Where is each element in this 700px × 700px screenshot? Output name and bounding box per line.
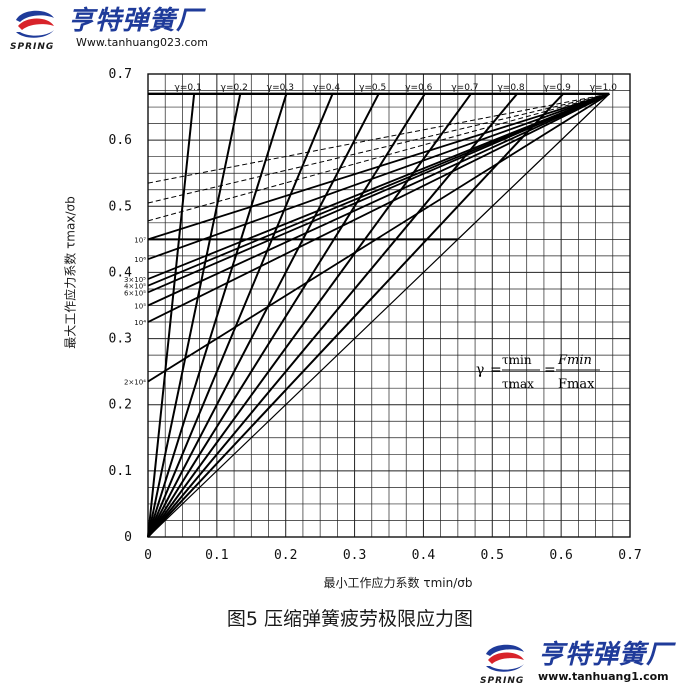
gamma-line-10	[147, 238, 459, 538]
footer-brand-en: SPRING	[480, 676, 525, 686]
header-logo: SPRING 亨特弹簧厂 Www.tanhuang023.com	[8, 6, 208, 52]
gamma-formula: γ = τmin τmax = Fmin Fmax	[476, 344, 616, 408]
gamma-label-9: γ=0.9	[544, 83, 571, 93]
y-tick-label: 0.6	[109, 133, 132, 148]
y-tick-label: 0	[124, 530, 132, 545]
gamma-line-4	[147, 93, 334, 538]
spring-logo-icon: SPRING	[8, 6, 62, 52]
cycle-label-6: 10⁵	[134, 303, 146, 311]
gamma-line-7	[147, 93, 472, 538]
dashed-cycle-lines	[147, 93, 610, 222]
x-tick-label: 0.2	[274, 548, 297, 563]
cycle-line-2	[147, 92, 610, 261]
gamma-label-1: γ=0.1	[175, 83, 202, 93]
gamma-label-3: γ=0.3	[267, 83, 294, 93]
x-tick-label: 0	[144, 548, 152, 563]
x-tick-label: 0.5	[481, 548, 504, 563]
footer-brand-cn: 亨特弹簧厂	[538, 640, 674, 670]
gamma-line-5	[147, 93, 380, 538]
y-tick-label: 0.2	[109, 398, 132, 413]
y-tick-label: 0.5	[109, 199, 132, 214]
brand-en: SPRING	[10, 42, 55, 52]
spring-logo-icon-footer: SPRING	[478, 640, 532, 686]
footer-logo: SPRING 亨特弹簧厂 www.tanhuang1.com	[478, 640, 673, 686]
gamma-line-8	[147, 93, 518, 538]
x-tick-label: 0.3	[343, 548, 366, 563]
gamma-label-4: γ=0.4	[313, 83, 340, 93]
formula-f-max: Fmax	[558, 377, 595, 392]
cycle-label-4: 4×10⁵	[124, 283, 146, 291]
gamma-label-5: γ=0.5	[359, 83, 386, 93]
gamma-label-2: γ=0.2	[221, 83, 248, 93]
gamma-label-7: γ=0.7	[451, 83, 478, 93]
formula-gamma: γ	[476, 362, 484, 378]
x-tick-label: 0.4	[412, 548, 436, 563]
svg-text:=: =	[544, 362, 556, 378]
cycle-label-1: 10⁷	[134, 236, 146, 244]
cycle-line-8	[147, 93, 610, 383]
y-tick-label: 0.4	[109, 265, 133, 280]
dashed-cycle-line-10	[147, 93, 610, 204]
x-axis-title: 最小工作应力系数 τmin/σb	[323, 576, 473, 590]
cycle-label-7: 10⁴	[134, 319, 146, 327]
x-tick-label: 0.7	[618, 548, 641, 563]
gamma-line-6	[147, 93, 426, 538]
gamma-label-10: γ=1.0	[590, 83, 617, 93]
y-axis-title: 最大工作应力系数 τmax/σb	[63, 196, 78, 349]
figure-caption: 图5 压缩弹簧疲劳极限应力图	[226, 608, 474, 630]
formula-tau-max: τmax	[502, 377, 534, 391]
cycle-line-6	[147, 93, 610, 307]
gamma-label-6: γ=0.6	[405, 83, 432, 93]
brand-url[interactable]: Www.tanhuang023.com	[76, 36, 209, 49]
chart-labels: 0 0.1 0.2 0.3 0.4 0.5 0.6 0.7 0 0.1 0.2 0.3 0.4 0.5 0.…	[109, 67, 642, 563]
diagonal-line	[457, 93, 610, 240]
dashed-cycle-line-11	[147, 93, 610, 184]
cycle-label-8: 2×10⁴	[124, 379, 146, 387]
x-tick-label: 0.1	[205, 548, 228, 563]
chart-grid	[147, 73, 631, 538]
gamma-line-3	[147, 93, 288, 538]
svg-text:=: =	[490, 362, 502, 378]
cycle-line-7	[147, 93, 610, 323]
gamma-lines	[147, 92, 610, 538]
formula-f-min: Fmin	[557, 353, 592, 368]
footer-brand-url[interactable]: www.tanhuang1.com	[538, 670, 669, 683]
brand-cn: 亨特弹簧厂	[68, 6, 204, 36]
gamma-line-1	[147, 93, 196, 538]
gamma-line-2	[147, 93, 242, 538]
gamma-label-8: γ=0.8	[497, 83, 524, 93]
cycle-label-5: 6×10⁵	[124, 289, 146, 297]
cycle-line-3	[147, 93, 610, 280]
formula-tau-min: τmin	[502, 353, 532, 367]
cycle-label-2: 10⁶	[134, 256, 146, 264]
y-tick-label: 0.1	[109, 464, 132, 479]
y-tick-label: 0.3	[109, 332, 132, 347]
gamma-line-9	[147, 93, 564, 538]
y-tick-label: 0.7	[109, 67, 132, 82]
x-tick-label: 0.6	[549, 548, 572, 563]
cycle-label-3: 3×10⁵	[124, 276, 146, 284]
